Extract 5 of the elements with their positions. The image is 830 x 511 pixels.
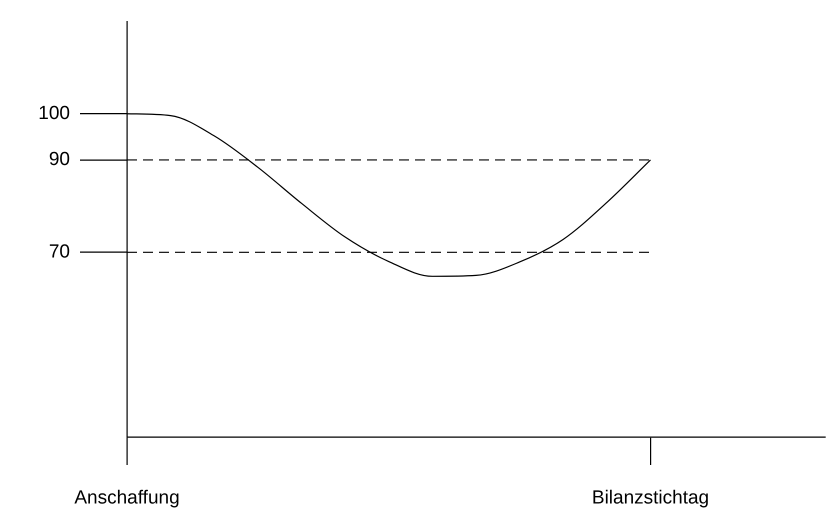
- x-tick-label: Anschaffung: [74, 488, 180, 509]
- x-tick-label: Bilanzstichtag: [592, 488, 710, 509]
- y-tick-label: 70: [48, 242, 70, 263]
- y-tick-label: 100: [38, 102, 70, 124]
- y-tick-label: 90: [48, 149, 70, 170]
